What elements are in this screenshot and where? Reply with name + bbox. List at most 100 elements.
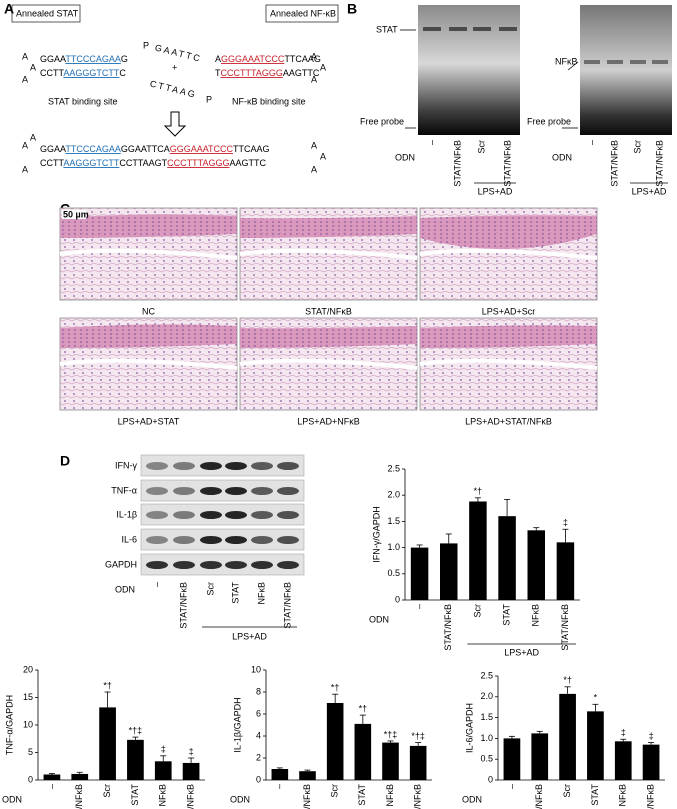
sequence-segment: T bbox=[215, 68, 221, 78]
significance: *†‡ bbox=[411, 731, 425, 741]
sequence-segment: C bbox=[119, 68, 126, 78]
x-axis-label: ODN bbox=[462, 794, 482, 804]
loop-base: A bbox=[22, 140, 28, 150]
nfkb-bottom-strand: TCCCTTTAGGGAAGTTC bbox=[215, 68, 320, 78]
lane-label: STAT/NFκB bbox=[178, 582, 188, 629]
x-tick-label: STAT/NFκB bbox=[302, 784, 312, 809]
image-caption: NC bbox=[142, 306, 155, 316]
sequence-segment: AAGGGTCTT bbox=[63, 158, 120, 168]
blot-band bbox=[200, 462, 222, 470]
sequence-segment: AAGTTC bbox=[283, 68, 320, 78]
y-tick-label: 1.5 bbox=[387, 516, 400, 526]
x-tick-label: NFκB bbox=[385, 784, 395, 807]
box-label: Annealed NF-κB bbox=[270, 8, 336, 18]
x-tick-label: Scr bbox=[472, 604, 482, 618]
group-label: LPS+AD bbox=[632, 186, 667, 196]
lane-label: – bbox=[151, 582, 161, 587]
epithelium bbox=[60, 214, 237, 238]
y-axis-label: IFN-γ/GAPDH bbox=[371, 506, 381, 563]
lane-label: – bbox=[586, 140, 596, 145]
loop-base: A bbox=[22, 74, 28, 84]
gel-band bbox=[584, 60, 600, 64]
bar bbox=[271, 769, 289, 780]
band-label: NFκB bbox=[555, 56, 578, 66]
bar bbox=[154, 761, 172, 780]
site-label: STAT binding site bbox=[48, 96, 118, 106]
y-tick-label: 15 bbox=[23, 692, 33, 702]
lamina bbox=[59, 248, 238, 260]
blot-band bbox=[225, 561, 247, 569]
x-axis-label: ODN bbox=[2, 794, 22, 804]
bar bbox=[527, 530, 545, 600]
y-tick-label: 2.5 bbox=[480, 670, 493, 680]
bar bbox=[556, 542, 575, 600]
y-tick-label: 2 bbox=[256, 752, 261, 762]
sequence-segment: GGAATTCA bbox=[121, 144, 170, 154]
bar bbox=[503, 738, 521, 780]
sequence-segment: TTCAAG bbox=[233, 144, 270, 154]
blot-strip bbox=[140, 503, 305, 526]
blot-band bbox=[277, 487, 299, 495]
x-tick-label: NFκB bbox=[158, 784, 168, 807]
y-axis-label: TNF-α/GAPDH bbox=[4, 695, 14, 755]
image-caption: LPS+AD+STAT bbox=[118, 416, 180, 426]
bar bbox=[326, 703, 344, 780]
loop-base: A bbox=[22, 51, 28, 61]
stat-bottom-strand: CCTTAAGGGTCTTC bbox=[40, 68, 126, 78]
sequence-segment: AAGGGTCTT bbox=[63, 68, 120, 78]
x-tick-label: NFκB bbox=[618, 784, 628, 807]
sequence-segment: GGAA bbox=[40, 144, 66, 154]
lane-label: Scr bbox=[476, 140, 486, 154]
y-tick-label: 0.5 bbox=[480, 754, 493, 764]
lane-label: Scr bbox=[632, 140, 642, 154]
significance: *†‡ bbox=[384, 729, 398, 739]
bar bbox=[498, 516, 516, 600]
bar bbox=[469, 501, 487, 600]
epithelium bbox=[60, 324, 237, 348]
bar bbox=[409, 745, 427, 780]
y-axis-label: IL-1β/GAPDH bbox=[232, 697, 242, 752]
band-label: Free probe bbox=[360, 116, 404, 126]
lane-label: Scr bbox=[205, 582, 215, 596]
blot-band bbox=[277, 462, 299, 470]
y-tick-label: 0 bbox=[488, 774, 493, 784]
sequence-segment: CCTTAAGT bbox=[119, 158, 167, 168]
significance: *† bbox=[474, 486, 483, 496]
blot-strip bbox=[140, 454, 305, 477]
panel-label: D bbox=[60, 453, 70, 469]
y-tick-label: 4 bbox=[256, 730, 261, 740]
lamina bbox=[419, 358, 598, 370]
phosphate: P bbox=[206, 94, 212, 104]
stat-top-strand: GGAATTCCCAGAAG bbox=[40, 54, 128, 64]
blot-band bbox=[225, 462, 247, 470]
bar bbox=[182, 762, 200, 780]
gel-band bbox=[449, 27, 467, 31]
y-axis-label: IL-6/GAPDH bbox=[464, 703, 474, 753]
odn-label: ODN bbox=[395, 152, 415, 162]
y-tick-label: 0 bbox=[28, 774, 33, 784]
lane-label: – bbox=[426, 140, 436, 145]
significance: ‡ bbox=[161, 744, 166, 754]
blot-band bbox=[277, 536, 299, 544]
blot-band bbox=[173, 511, 195, 519]
band-label: STAT bbox=[376, 24, 398, 34]
blot-band bbox=[251, 462, 273, 470]
x-tick-label: STAT/NFκB bbox=[413, 784, 423, 809]
group-label: LPS+AD bbox=[504, 647, 539, 657]
x-tick-label: – bbox=[274, 784, 284, 789]
blot-band bbox=[146, 511, 168, 519]
lane-label: STAT/NFκB bbox=[282, 582, 292, 629]
y-tick-label: 6 bbox=[256, 708, 261, 718]
image-caption: LPS+AD+Scr bbox=[482, 306, 536, 316]
nfkb-box bbox=[265, 4, 339, 23]
blot-band bbox=[225, 511, 247, 519]
y-tick-label: 2.5 bbox=[387, 463, 400, 473]
x-tick-label: – bbox=[506, 784, 516, 789]
emsa-gel bbox=[418, 5, 520, 135]
scale-label-bg bbox=[62, 210, 86, 219]
significance: ‡ bbox=[649, 731, 654, 741]
scale-bar-label: 50 µm bbox=[63, 209, 89, 219]
blot-band bbox=[225, 536, 247, 544]
y-tick-label: 10 bbox=[251, 664, 261, 674]
blot-band bbox=[251, 561, 273, 569]
